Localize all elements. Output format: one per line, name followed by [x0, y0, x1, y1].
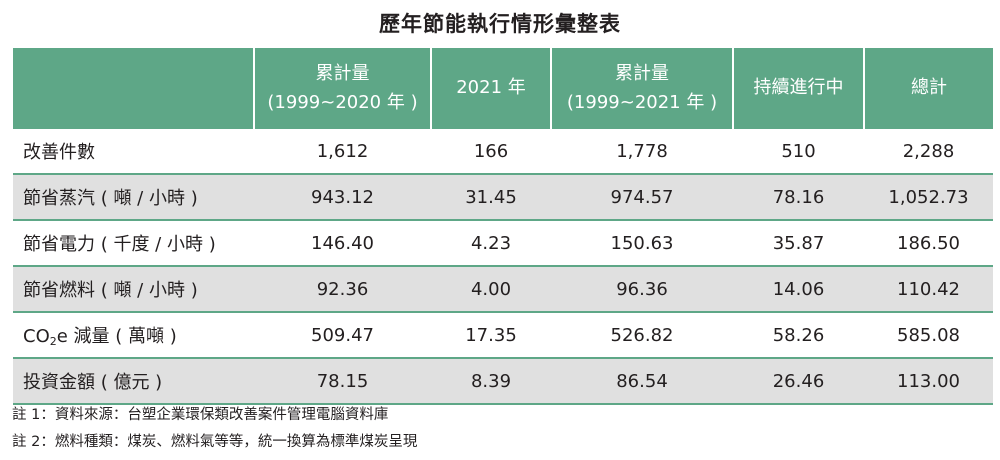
table-cell: 510 [733, 128, 864, 175]
table-cell: 186.50 [864, 220, 993, 267]
header-line: 累計量 [615, 62, 669, 84]
table-cell: 113.00 [864, 358, 993, 405]
table-cell: 8.39 [431, 358, 551, 405]
table-cell: 26.46 [733, 358, 864, 405]
header-line: (1999~2020 年 ) [267, 91, 418, 113]
row-label: 節省燃料 ( 噸 / 小時 ) [13, 266, 254, 313]
label-subscript: 2 [49, 335, 57, 348]
header-cell-blank [13, 48, 255, 128]
header-line: 持續進行中 [753, 77, 844, 98]
table-cell: 31.45 [431, 174, 551, 221]
page-title: 歷年節能執行情形彙整表 [379, 12, 621, 36]
header-line: 2021 年 [456, 77, 526, 98]
table-cell: 78.16 [733, 174, 864, 221]
table-cell: 1,778 [551, 128, 733, 175]
header-cell-cumulative-2020: 累計量 (1999~2020 年 ) [253, 48, 432, 128]
header-line: 累計量 [315, 62, 370, 84]
label-part: e 減量 ( 萬噸 ) [56, 326, 177, 347]
row-label: 節省蒸汽 ( 噸 / 小時 ) [13, 174, 254, 221]
table-cell: 509.47 [254, 312, 431, 359]
table-row: 節省燃料 ( 噸 / 小時 ) 92.36 4.00 96.36 14.06 1… [13, 266, 993, 313]
header-cell-ongoing: 持續進行中 [732, 48, 865, 128]
table-cell: 585.08 [864, 312, 993, 359]
table-cell: 1,612 [254, 128, 431, 175]
table-row: 節省電力 ( 千度 / 小時 ) 146.40 4.23 150.63 35.8… [13, 220, 993, 267]
row-label: 改善件數 [13, 128, 254, 175]
table-cell: 35.87 [733, 220, 864, 267]
table-cell: 974.57 [551, 174, 733, 221]
table-cell: 58.26 [733, 312, 864, 359]
header-cell-2021: 2021 年 [430, 48, 552, 128]
table-cell: 526.82 [551, 312, 733, 359]
table-cell: 4.00 [431, 266, 551, 313]
table-cell: 110.42 [864, 266, 993, 313]
footnote-1: 註 1：資料來源：台塑企業環保類改善案件管理電腦資料庫 [12, 407, 389, 423]
table-cell: 86.54 [551, 358, 733, 405]
table-cell: 92.36 [254, 266, 431, 313]
table-row: 改善件數 1,612 166 1,778 510 2,288 [13, 128, 993, 175]
header-cell-total: 總計 [863, 48, 993, 128]
row-label: CO2e 減量 ( 萬噸 ) [13, 312, 254, 359]
table-cell: 14.06 [733, 266, 864, 313]
row-label: 投資金額 ( 億元 ) [13, 358, 254, 405]
header-line: 總計 [911, 77, 947, 98]
energy-saving-table: 累計量 (1999~2020 年 ) 2021 年 累計量 (1999~2021… [13, 48, 993, 405]
label-part: CO [23, 326, 50, 347]
table-header-row: 累計量 (1999~2020 年 ) 2021 年 累計量 (1999~2021… [13, 48, 993, 128]
table-cell: 2,288 [864, 128, 993, 175]
table-cell: 96.36 [551, 266, 733, 313]
table-row: 節省蒸汽 ( 噸 / 小時 ) 943.12 31.45 974.57 78.1… [13, 174, 993, 221]
table-cell: 166 [431, 128, 551, 175]
row-label: 節省電力 ( 千度 / 小時 ) [13, 220, 254, 267]
table-row: CO2e 減量 ( 萬噸 ) 509.47 17.35 526.82 58.26… [13, 312, 993, 359]
header-line: (1999~2021 年 ) [566, 91, 718, 113]
table-cell: 1,052.73 [864, 174, 993, 221]
table-cell: 17.35 [431, 312, 551, 359]
table-cell: 78.15 [254, 358, 431, 405]
footnote-2: 註 2：燃料種類：煤炭、燃料氣等等，統一換算為標準煤炭呈現 [12, 434, 418, 450]
table-cell: 146.40 [254, 220, 431, 267]
footnotes: 註 1：資料來源：台塑企業環保類改善案件管理電腦資料庫 註 2：燃料種類：煤炭、… [12, 402, 417, 456]
table-cell: 150.63 [551, 220, 733, 267]
table-row: 投資金額 ( 億元 ) 78.15 8.39 86.54 26.46 113.0… [13, 358, 993, 405]
table-cell: 4.23 [431, 220, 551, 267]
header-cell-cumulative-2021: 累計量 (1999~2021 年 ) [550, 48, 734, 128]
table-cell: 943.12 [254, 174, 431, 221]
